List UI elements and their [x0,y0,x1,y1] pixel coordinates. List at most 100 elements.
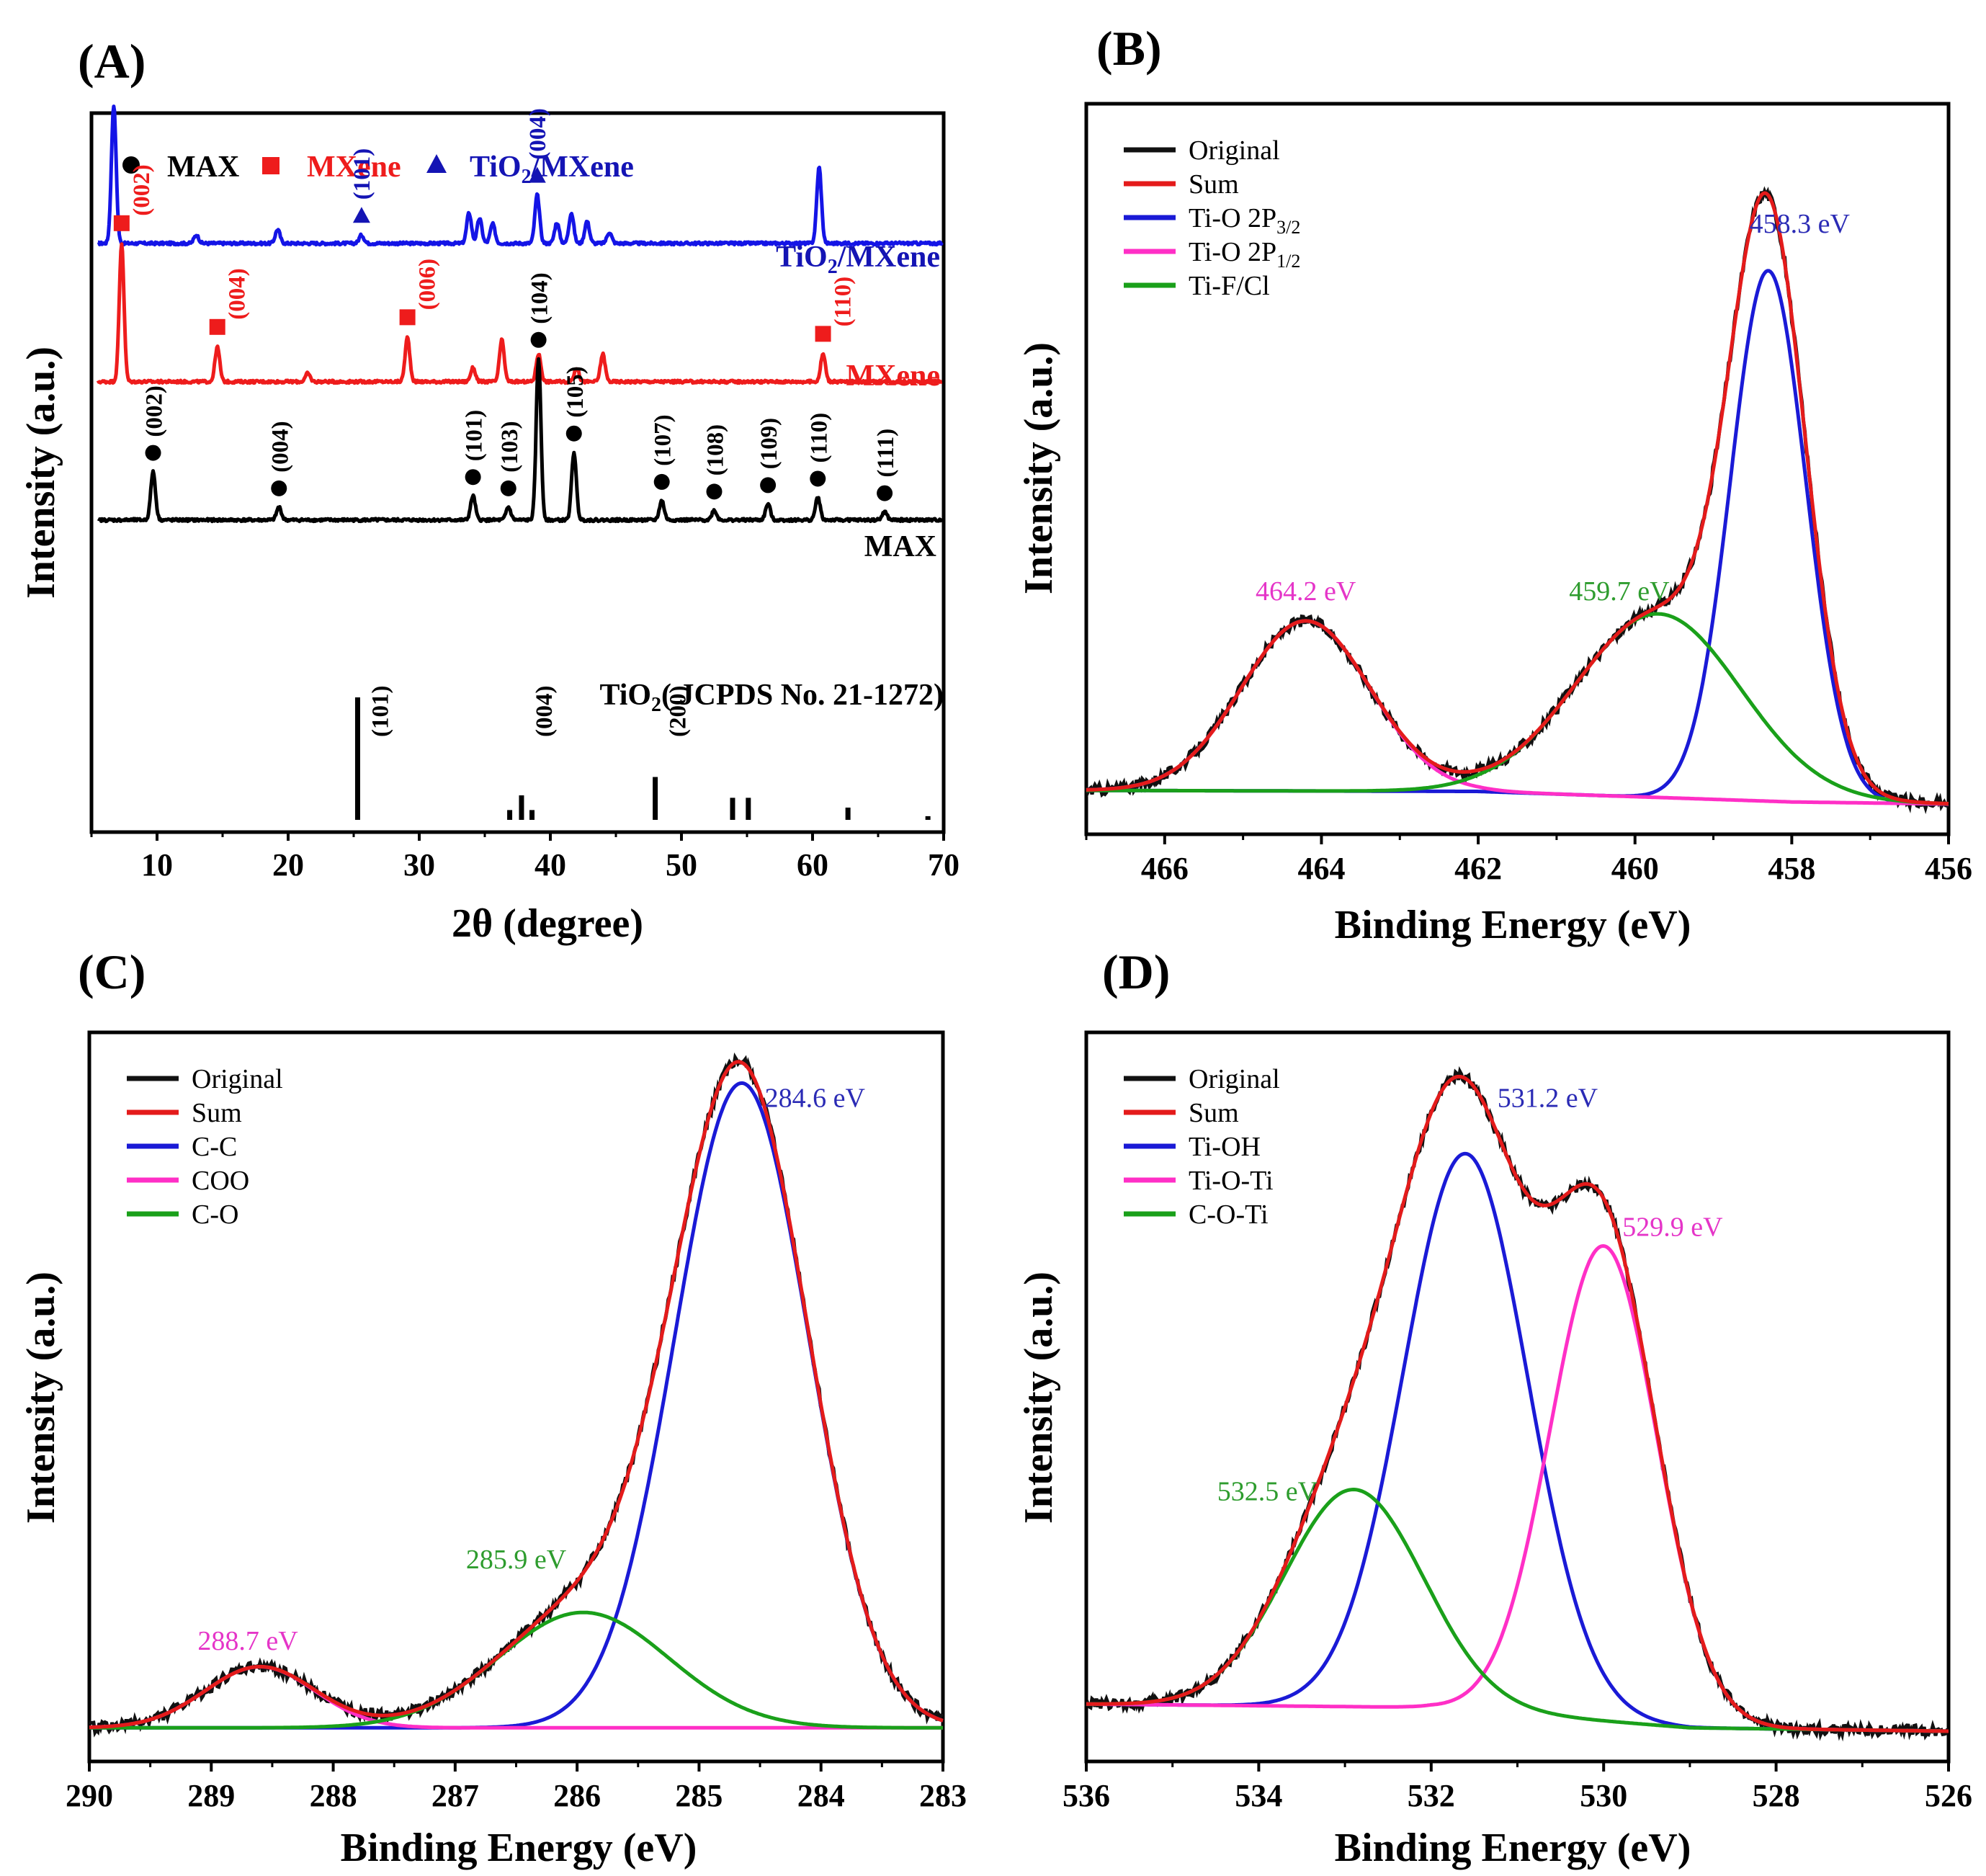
legend-label: Ti-F/Cl [1189,271,1270,301]
legend-mxene-label: MXene [307,151,401,184]
max-hkl-label: (004) [267,421,293,472]
legend-label-sub: 1/2 [1276,251,1300,272]
legend-label: Ti-O-Ti [1189,1166,1274,1196]
max-peak-marker [653,473,670,490]
peak-annotation: 531.2 eV [1498,1083,1598,1113]
series-c-o-ti [1086,1487,1949,1733]
xtick-label: 462 [1454,851,1502,886]
max-hkl-label: (108) [703,424,729,475]
panel-d-plot: 531.2 eV 529.9 eV 532.5 eV Original Sum Ti-OH… [1063,1064,1972,1813]
max-peak-marker [500,480,516,496]
xtick-label: 530 [1580,1778,1627,1813]
series-label-mxene: MXene [846,359,940,393]
series-ti-f-cl [1086,612,1949,805]
xtick-label: 60 [797,847,828,883]
reference-hkl-label: (004) [532,686,558,737]
xtick-label: 286 [553,1778,601,1813]
legend-mxene-marker [262,157,279,174]
legend-label-main: Ti-O 2P [1189,237,1276,267]
max-hkl-label: (111) [873,429,899,478]
max-hkl-label: (110) [806,413,832,463]
peak-annotation: 459.7 eV [1569,576,1670,607]
series-sum [89,1060,944,1730]
max-hkl-label: (104) [527,272,553,323]
max-hkl-label: (002) [142,385,168,437]
max-peak-marker [565,425,582,442]
panel-d-label: (D) [1102,944,1170,999]
legend-label: C-C [192,1132,237,1162]
series-tio2-mxene [97,104,944,247]
xtick-label: 458 [1768,851,1815,886]
xtick-label: 290 [66,1778,113,1813]
peak-annotation: 529.9 eV [1622,1212,1723,1242]
max-hkl-label: (103) [497,421,523,472]
series-label-tio2-mxene: TiO2/MXene [776,241,940,278]
tio2-mxene-hkl-label: (101) [349,148,375,200]
panel-c-plot: 284.6 eV 285.9 eV 288.7 eV Original Sum C-C CO… [66,1052,967,1813]
max-peak-marker [760,477,777,493]
panel-b-label: (B) [1096,21,1162,76]
xtick-label: 532 [1408,1778,1455,1813]
panel-a-legend: MAX MXene TiO2/MXene [122,151,634,188]
series-coo [89,1665,943,1730]
panel-b-xlabel: Binding Energy (eV) [1335,903,1691,947]
peak-annotation: 284.6 eV [765,1083,866,1113]
max-peak-marker [706,483,723,500]
xtick-label: 30 [403,847,435,883]
xtick-label: 460 [1611,851,1659,886]
max-peak-marker [877,485,893,501]
max-hkl-label: (101) [462,410,488,461]
xtick-label: 526 [1925,1778,1972,1813]
panel-d-xlabel: Binding Energy (eV) [1335,1826,1691,1870]
xtick-label: 534 [1235,1778,1282,1813]
legend-max-marker [122,156,140,174]
legend-label-main: Ti-O 2P [1189,203,1276,233]
series-mxene [96,242,944,385]
max-peak-marker [465,469,481,486]
series-label-max: MAX [864,530,936,563]
panel-c: (C) Binding Energy (eV) Intensity (a.u.)… [19,944,967,1870]
panel-c-ylabel: Intensity (a.u.) [19,1272,63,1524]
xtick-label: 466 [1141,851,1189,886]
mxene-hkl-label: (110) [831,277,856,327]
panel-a-xticks: 10 20 30 40 50 60 70 [90,832,960,883]
panel-d: (D) Binding Energy (eV) Intensity (a.u.)… [1016,944,1972,1870]
panel-c-label: (C) [78,944,146,999]
xtick-label: 40 [534,847,566,883]
legend-label: Original [1189,135,1280,166]
panel-b-ylabel: Intensity (a.u.) [1016,342,1061,594]
peak-annotation: 285.9 eV [466,1545,567,1575]
reference-hkl-label: (200) [666,686,692,737]
panel-b: (B) Binding Energy (eV) Intensity (a.u.)… [1016,21,1972,947]
max-hkl-label: (109) [756,418,782,469]
legend-max-label: MAX [167,151,239,184]
legend-label: C-O [192,1200,238,1230]
series-ti-oh [1086,1151,1949,1733]
xtick-label: 289 [187,1778,235,1813]
legend-label-sub: 3/2 [1276,217,1300,238]
xtick-label: 285 [675,1778,723,1813]
mxene-hkl-label: (006) [415,259,441,310]
max-peak-marker [530,331,547,348]
reference-hkl-label: (101) [367,686,393,737]
xtick-label: 464 [1297,851,1345,886]
xtick-label: 10 [141,847,173,883]
mxene-peak-marker [399,309,416,326]
peak-annotation: 532.5 eV [1217,1477,1318,1507]
legend-tio2-label: TiO2/MXene [470,151,634,188]
xtick-label: 287 [431,1778,479,1813]
legend-label: Ti-OH [1189,1132,1261,1162]
tio2-mxene-hkl-label: (004) [525,108,551,159]
panel-d-ylabel: Intensity (a.u.) [1016,1272,1061,1524]
series-sum [1086,191,1949,805]
xtick-label: 456 [1925,851,1972,886]
series-sum [1086,1074,1949,1733]
panel-a-xlabel: 2θ (degree) [452,901,643,946]
panel-a-series: (101) (004) (002) (004) (006) (110) (002) (004)… [96,104,944,820]
legend-label: Sum [192,1098,242,1128]
xtick-label: 70 [928,847,960,883]
panel-c-xlabel: Binding Energy (eV) [341,1826,697,1870]
panel-a-ylabel: Intensity (a.u.) [19,347,63,599]
legend-label: Original [192,1064,283,1094]
